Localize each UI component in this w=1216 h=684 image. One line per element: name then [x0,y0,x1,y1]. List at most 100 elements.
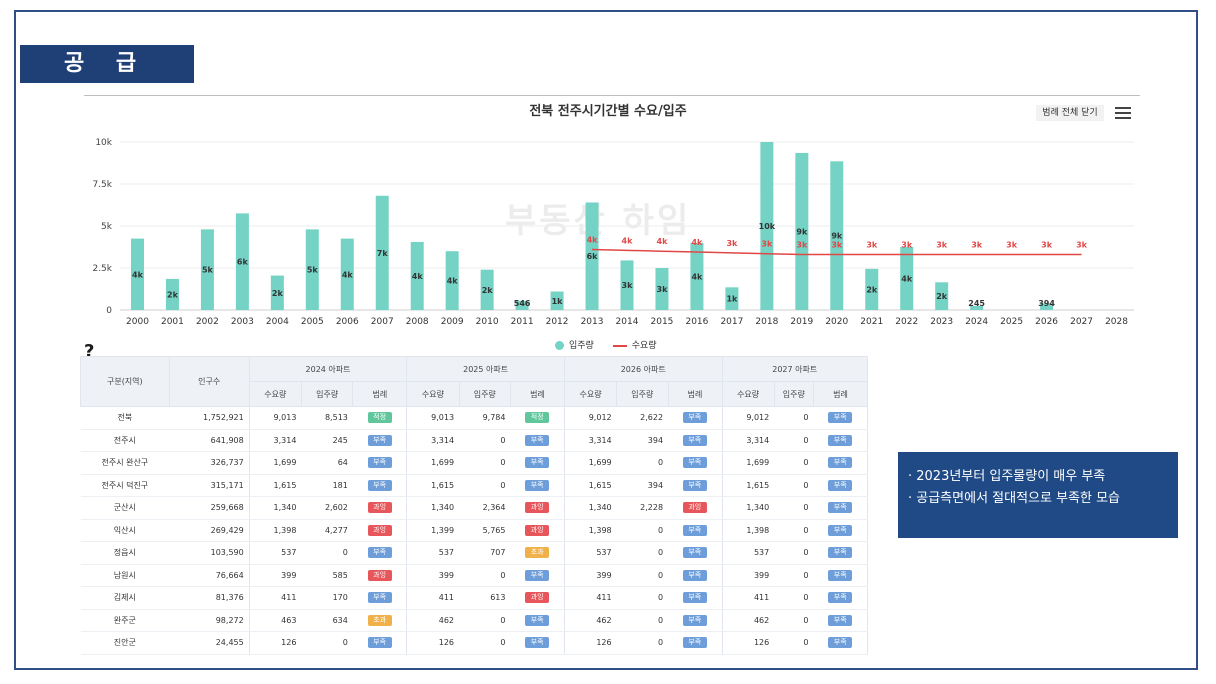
legend-item-demand[interactable]: 수요량 [612,338,657,351]
subheader-demand: 수요량 [563,381,618,407]
x-tick-label: 2006 [336,317,359,327]
cell-supply: 0 [774,496,814,520]
demand-data-label: 4k [587,236,599,245]
bar-data-label: 6k [587,252,599,261]
cell-demand: 537 [406,541,460,565]
bar-data-label: 10k [759,222,776,231]
bar-data-label: 4k [691,272,703,281]
cell-demand: 1,615 [722,474,775,497]
cell-demand: 411 [406,586,460,610]
cell-supply: 0 [774,564,814,587]
bar-2020 [830,161,844,310]
cell-region: 정읍시 [80,541,170,565]
bar-data-label: 5k [202,266,214,275]
cell-legend: 부족 [813,541,869,565]
x-tick-label: 2020 [825,317,848,327]
cell-supply: 245 [301,429,353,452]
cell-demand: 1,340 [722,496,775,520]
status-badge: 부족 [828,457,853,469]
x-tick-label: 2026 [1035,317,1058,327]
header-population: 인구수 [168,356,250,407]
cell-legend: 초과 [510,541,565,565]
x-tick-label: 2022 [895,317,918,327]
demand-data-label: 3k [1076,241,1088,250]
cell-demand: 399 [406,564,460,587]
cell-population: 1,752,921 [169,406,250,430]
bar-data-label: 4k [342,270,354,279]
bar-data-label: 9k [796,227,808,236]
cell-legend: 부족 [813,406,869,430]
cell-demand: 1,615 [406,474,460,497]
cell-supply: 0 [459,474,511,497]
x-tick-label: 2014 [616,317,639,327]
cell-demand: 1,398 [249,519,302,542]
subheader-legend: 범례 [509,381,565,407]
cell-legend: 부족 [813,451,869,475]
demand-data-label: 4k [691,238,703,247]
cell-supply: 394 [616,474,669,497]
note-line-1: · 2023년부터 입주물량이 매우 부족 [908,469,1106,484]
cell-supply: 2,364 [459,496,511,520]
status-badge: 부족 [367,637,392,649]
legend-swatch-demand [612,344,627,347]
header-year-2026: 2026 아파트 [563,356,723,382]
demand-data-label: 3k [796,241,808,250]
demand-data-label: 3k [1006,241,1018,250]
cell-demand: 537 [722,541,775,565]
cell-demand: 1,398 [564,519,617,542]
cell-demand: 411 [564,586,617,610]
x-tick-label: 2023 [930,317,953,327]
status-badge: 부족 [828,434,853,446]
bar-2015 [655,268,669,310]
status-badge: 부족 [367,457,392,469]
x-tick-label: 2025 [1000,317,1023,327]
status-badge: 부족 [828,637,853,649]
cell-supply: 634 [301,609,353,632]
cell-demand: 9,013 [249,406,302,430]
table-row: 군산시 259,668 1,340 2,602 과잉 1,340 2,364 과잉 1,340 2… [80,496,869,520]
cell-demand: 3,314 [249,429,302,452]
bar-2007 [375,195,389,310]
table-row: 전주시 완산구 326,737 1,699 64 부족 1,699 0 부족 1,699 0 부족 1… [80,451,869,475]
x-tick-label: 2011 [511,317,534,327]
bar-data-label: 5k [307,266,319,275]
cell-legend: 부족 [352,541,408,565]
bar-2000 [130,238,144,310]
bar-2004 [270,275,284,310]
subheader-demand: 수요량 [248,381,302,407]
cell-legend: 부족 [813,496,869,520]
cell-supply: 707 [459,541,511,565]
status-badge: 초과 [525,547,550,559]
legend-close-button[interactable]: 범례 전체 닫기 [1036,105,1104,121]
demand-data-label: 3k [726,239,738,248]
legend-item-supply[interactable]: 입주량 [555,338,594,351]
cell-legend: 부족 [668,586,723,610]
section-title: 공 급 [20,45,194,83]
cell-legend: 적정 [352,406,408,430]
cell-legend: 과잉 [510,496,565,520]
cell-legend: 부족 [352,631,408,655]
cell-demand: 126 [406,631,460,655]
cell-supply: 0 [774,429,814,452]
x-tick-label: 2009 [441,317,464,327]
cell-demand: 3,314 [722,429,775,452]
y-tick-label: 7.5k [92,180,112,190]
cell-demand: 1,340 [249,496,302,520]
cell-legend: 부족 [668,519,723,542]
bar-2013 [585,202,599,310]
y-tick-label: 0 [106,306,112,316]
hamburger-menu-icon[interactable] [1115,107,1131,119]
cell-legend: 부족 [668,541,723,565]
header-year-2027: 2027 아파트 [721,356,868,382]
cell-region: 김제시 [80,586,170,610]
status-badge: 과잉 [525,524,550,536]
cell-legend: 부족 [668,564,723,587]
bar-2024 [970,305,984,310]
status-badge: 부족 [682,569,707,581]
cell-region: 완주군 [80,609,170,632]
cell-demand: 9,012 [722,406,775,430]
cell-demand: 399 [249,564,302,587]
cell-legend: 부족 [352,474,408,497]
status-badge: 부족 [682,479,707,491]
cell-supply: 4,277 [301,519,353,542]
